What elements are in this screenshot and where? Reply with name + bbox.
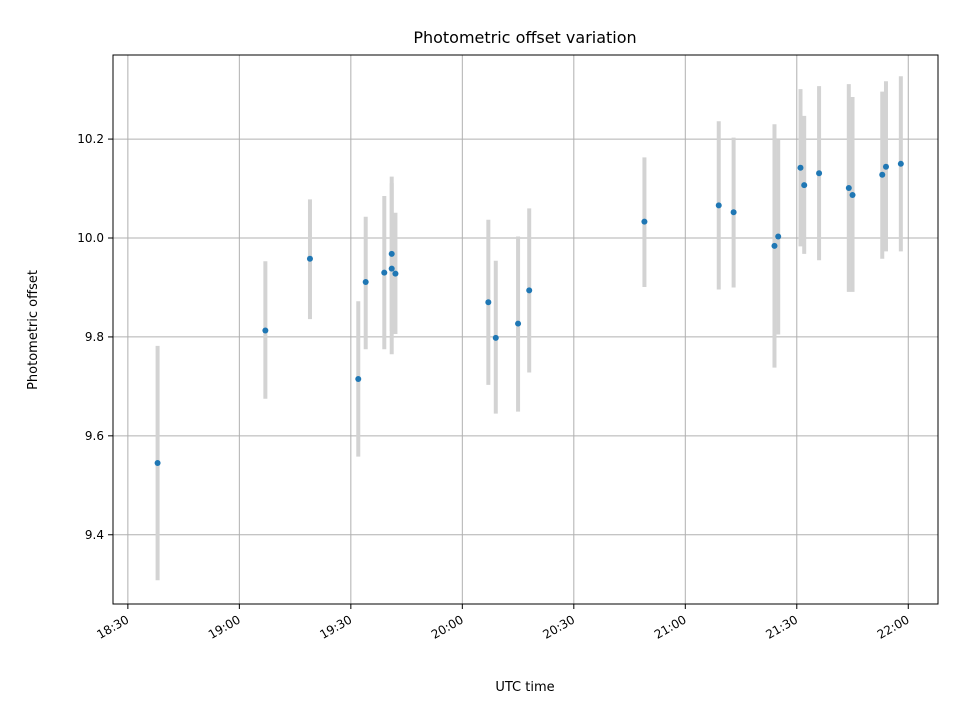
- x-tick-label: 19:30: [317, 612, 354, 641]
- y-tick-label: 9.6: [85, 429, 104, 443]
- x-tick-label: 18:30: [94, 612, 131, 641]
- data-point: [262, 327, 269, 334]
- x-tick-label: 19:00: [206, 612, 243, 641]
- data-point: [355, 375, 362, 382]
- x-tick-label: 22:00: [875, 612, 912, 641]
- data-point: [797, 164, 804, 171]
- data-point: [388, 265, 395, 272]
- x-tick-label: 20:00: [429, 612, 466, 641]
- data-point: [879, 171, 886, 178]
- y-tick-label: 9.4: [85, 528, 104, 542]
- data-point: [362, 279, 369, 286]
- data-point: [775, 233, 782, 240]
- data-point: [771, 242, 778, 249]
- y-tick-label: 10.0: [77, 231, 104, 245]
- data-point: [392, 270, 399, 277]
- x-axis-label: UTC time: [495, 680, 554, 695]
- data-point: [882, 163, 889, 170]
- error-bars: [155, 76, 903, 581]
- data-point: [641, 218, 648, 225]
- data-point: [492, 334, 499, 341]
- y-tick-label: 9.8: [85, 330, 104, 344]
- data-point: [730, 209, 737, 216]
- y-axis-label: Photometric offset: [26, 270, 41, 390]
- data-point: [849, 191, 856, 198]
- grid-lines: [113, 55, 938, 604]
- data-point: [845, 185, 852, 192]
- data-point: [381, 269, 388, 276]
- data-point: [715, 202, 722, 209]
- chart-title: Photometric offset variation: [413, 28, 636, 47]
- y-axis-ticks: 9.4 9.6 9.8 10.0 10.2: [77, 132, 113, 542]
- x-tick-label: 21:30: [763, 612, 800, 641]
- data-point: [306, 255, 313, 262]
- x-axis-ticks: 18:30 19:00 19:30 20:00 20:30 21:00 21:30 22:00: [94, 604, 912, 642]
- data-point: [515, 320, 522, 327]
- plot-frame: [112, 54, 939, 605]
- y-tick-label: 10.2: [77, 132, 104, 146]
- data-point: [154, 460, 161, 467]
- x-tick-label: 21:00: [652, 612, 689, 641]
- data-points: [154, 160, 904, 467]
- data-point: [801, 182, 808, 189]
- data-point: [485, 299, 492, 306]
- data-point: [388, 250, 395, 257]
- data-point: [816, 170, 823, 177]
- x-tick-label: 20:30: [540, 612, 577, 641]
- data-point: [526, 287, 533, 294]
- data-point: [897, 160, 904, 167]
